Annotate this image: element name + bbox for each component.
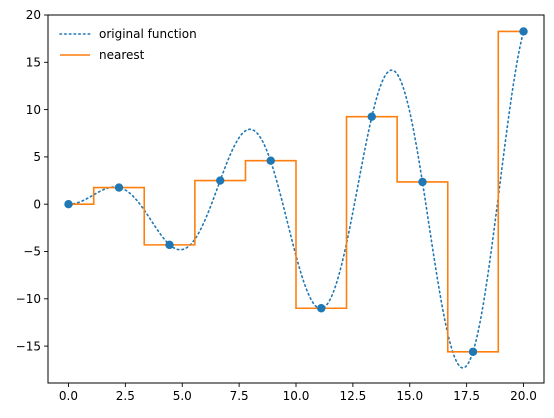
legend-label-original-function: original function (99, 27, 197, 41)
legend-label-nearest: nearest (99, 48, 145, 62)
y-axis: −15 −10 −5 0 5 10 15 20 (16, 8, 48, 353)
x-tick-label: 2.5 (116, 389, 135, 403)
sample-point (64, 200, 73, 209)
x-tick-label: 17.5 (453, 389, 480, 403)
x-axis: 0.0 2.5 5.0 7.5 10.0 12.5 15.0 17.5 20.0 (59, 383, 537, 403)
series-line-nearest (68, 30, 524, 353)
sample-point (468, 347, 478, 356)
x-tick-label: 12.5 (340, 389, 367, 403)
sample-point (165, 240, 174, 250)
y-tick-label: −5 (23, 245, 41, 259)
y-tick-label: 5 (33, 150, 41, 164)
sample-point (418, 177, 427, 187)
x-tick-label: 5.0 (173, 389, 192, 403)
x-tick-label: 7.5 (230, 389, 249, 403)
sample-point (266, 156, 275, 165)
y-tick-label: 10 (26, 103, 41, 117)
y-tick-label: −10 (16, 292, 41, 306)
y-tick-label: −15 (16, 339, 41, 353)
sample-point (216, 176, 225, 185)
y-tick-label: 0 (33, 197, 41, 211)
x-tick-label: 10.0 (283, 389, 310, 403)
markers-layer (64, 27, 528, 356)
y-tick-label: 15 (26, 56, 41, 70)
x-tick-label: 15.0 (396, 389, 423, 403)
x-tick-label: 20.0 (510, 389, 537, 403)
sample-point (317, 304, 326, 313)
sample-point (519, 27, 528, 36)
series-layer (67, 30, 525, 369)
x-tick-label: 0.0 (59, 389, 78, 403)
legend: original function nearest (59, 27, 197, 62)
sample-point (114, 183, 124, 192)
sample-point (367, 112, 376, 121)
y-tick-label: 20 (26, 8, 41, 22)
